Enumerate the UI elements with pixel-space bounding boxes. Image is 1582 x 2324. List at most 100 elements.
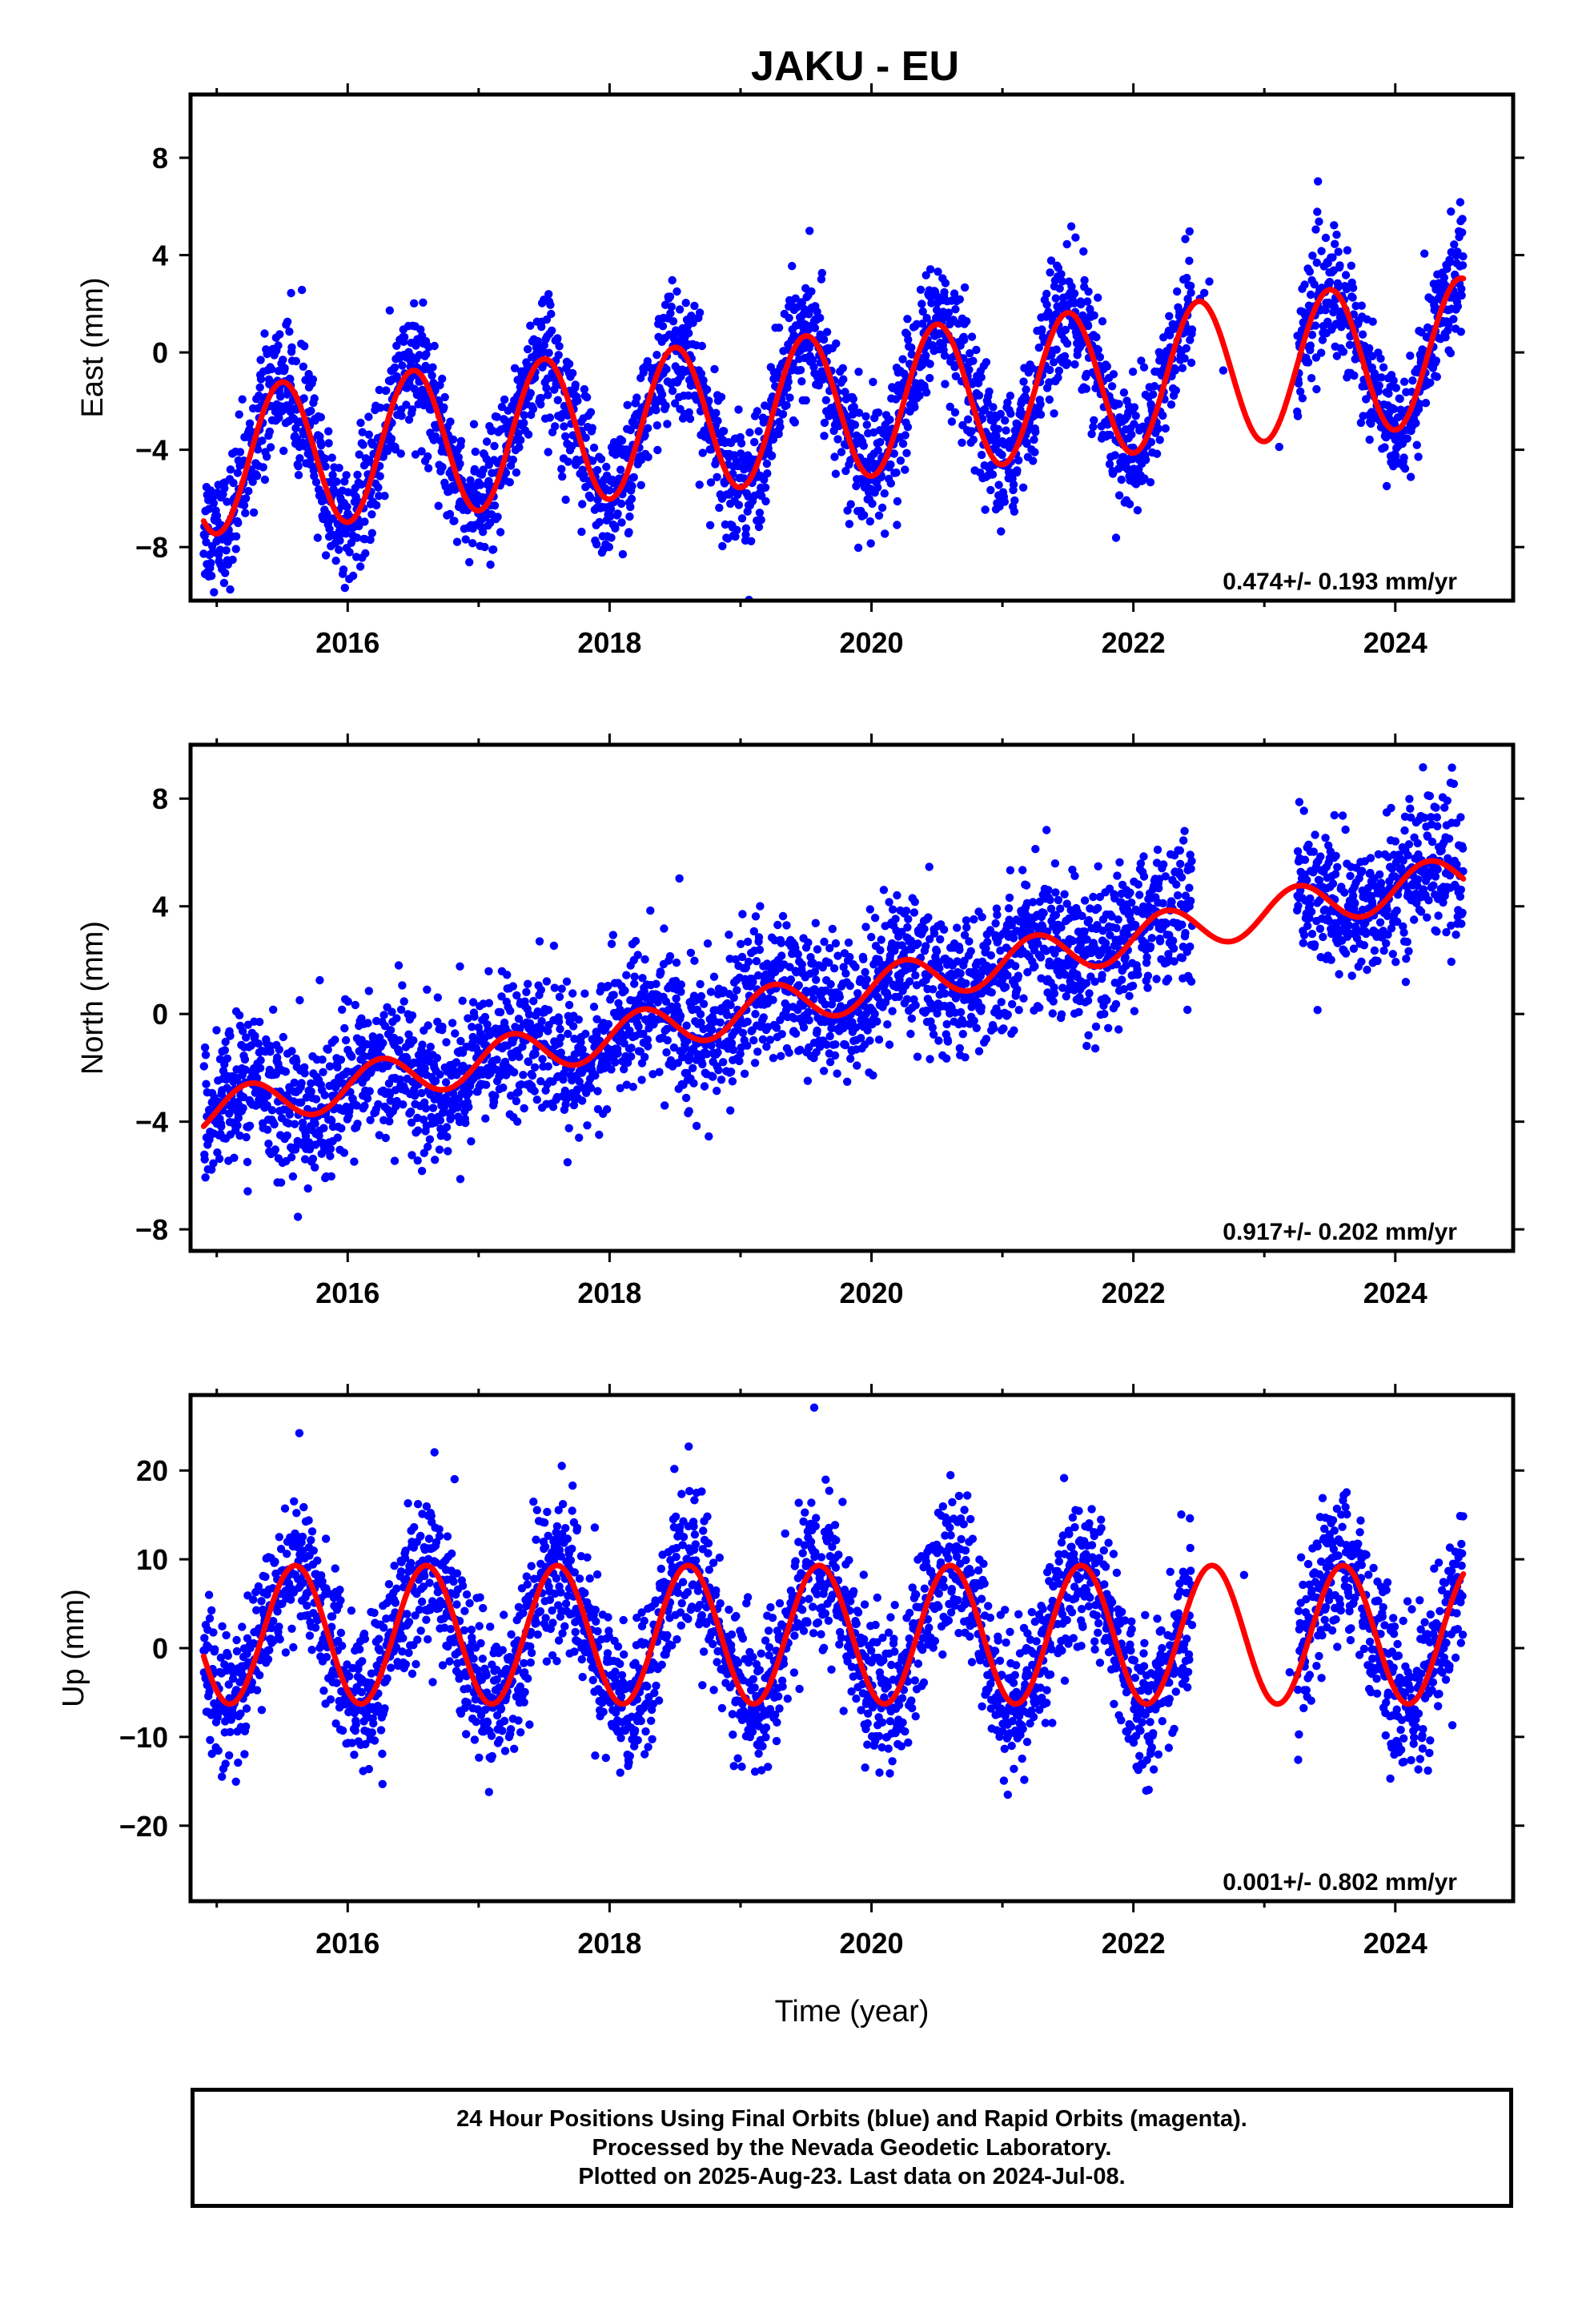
data-point [375,492,383,501]
data-point [962,317,971,326]
data-point [1200,288,1209,297]
data-point [287,1047,296,1055]
data-point [235,1131,244,1140]
data-point [363,1094,372,1103]
data-point [796,365,805,375]
data-point [778,409,788,419]
data-point [915,391,924,400]
data-point [705,396,713,405]
data-point [260,475,270,485]
data-point [1399,377,1409,386]
data-point [1186,336,1195,344]
chart-title: JAKU - EU [751,43,959,90]
data-point [988,470,998,479]
data-point [970,1016,978,1025]
data-point [1446,257,1455,267]
data-point [677,987,685,996]
data-point [970,915,978,924]
data-point [643,356,652,366]
data-point [577,527,586,537]
data-point [215,545,225,554]
data-point [716,1018,725,1027]
data-point [1335,261,1344,270]
data-point [765,1035,775,1044]
data-point [254,1039,263,1048]
data-point [1090,416,1098,424]
data-point [754,933,764,942]
data-point [396,1005,406,1015]
data-point [374,483,383,492]
data-point [226,1031,235,1040]
data-point [695,480,704,489]
data-point [784,377,793,386]
data-point [341,1035,351,1045]
data-point [992,432,1001,440]
data-point [1317,348,1326,357]
data-point [709,1072,717,1081]
data-point [311,1095,321,1104]
data-point [360,517,369,526]
data-point [1447,207,1456,216]
data-point [1042,300,1051,309]
data-point [865,1036,874,1045]
data-point [903,923,912,932]
data-point [1307,374,1316,383]
data-point [321,462,330,471]
data-point [699,376,708,385]
data-point [807,287,816,296]
data-point [209,1159,218,1168]
data-point [859,955,868,964]
data-point [1411,419,1420,428]
data-point [998,450,1006,460]
data-point [1182,344,1191,353]
data-point [285,327,294,336]
data-point [916,285,926,294]
data-point [1123,464,1132,474]
data-point [595,517,604,527]
data-point [340,1023,349,1033]
data-point [542,384,551,392]
data-point [1303,358,1313,367]
data-point [458,996,467,1005]
data-point [263,452,271,461]
data-point [689,1079,698,1088]
data-point [489,545,498,554]
data-point [1161,424,1170,433]
data-point [850,420,860,429]
data-point [536,400,545,409]
data-point [870,1009,879,1019]
data-point [939,925,949,935]
data-point [456,962,464,971]
data-point [960,283,970,292]
data-point [1071,233,1080,242]
data-point [299,362,307,371]
data-point [1426,378,1435,388]
data-point [1170,366,1180,375]
data-point [752,957,761,966]
data-point [685,408,693,417]
data-point [234,518,243,528]
data-point [613,1049,622,1058]
data-point [616,465,625,474]
data-point [548,1103,558,1112]
data-point [718,541,727,551]
data-point [901,465,909,474]
data-point [812,975,821,984]
data-point [1368,317,1377,326]
data-point [555,342,564,351]
data-point [375,404,385,412]
data-point [355,562,365,571]
data-point [910,403,919,412]
data-point [602,1105,612,1114]
data-point [484,967,493,976]
data-point [335,464,343,472]
data-point [935,963,944,973]
data-point [241,509,250,517]
data-point [1049,358,1058,367]
data-point [364,987,373,995]
data-point [793,950,802,959]
data-point [311,1163,319,1172]
data-point [1310,279,1319,289]
data-point [328,514,338,523]
data-point [617,518,626,527]
